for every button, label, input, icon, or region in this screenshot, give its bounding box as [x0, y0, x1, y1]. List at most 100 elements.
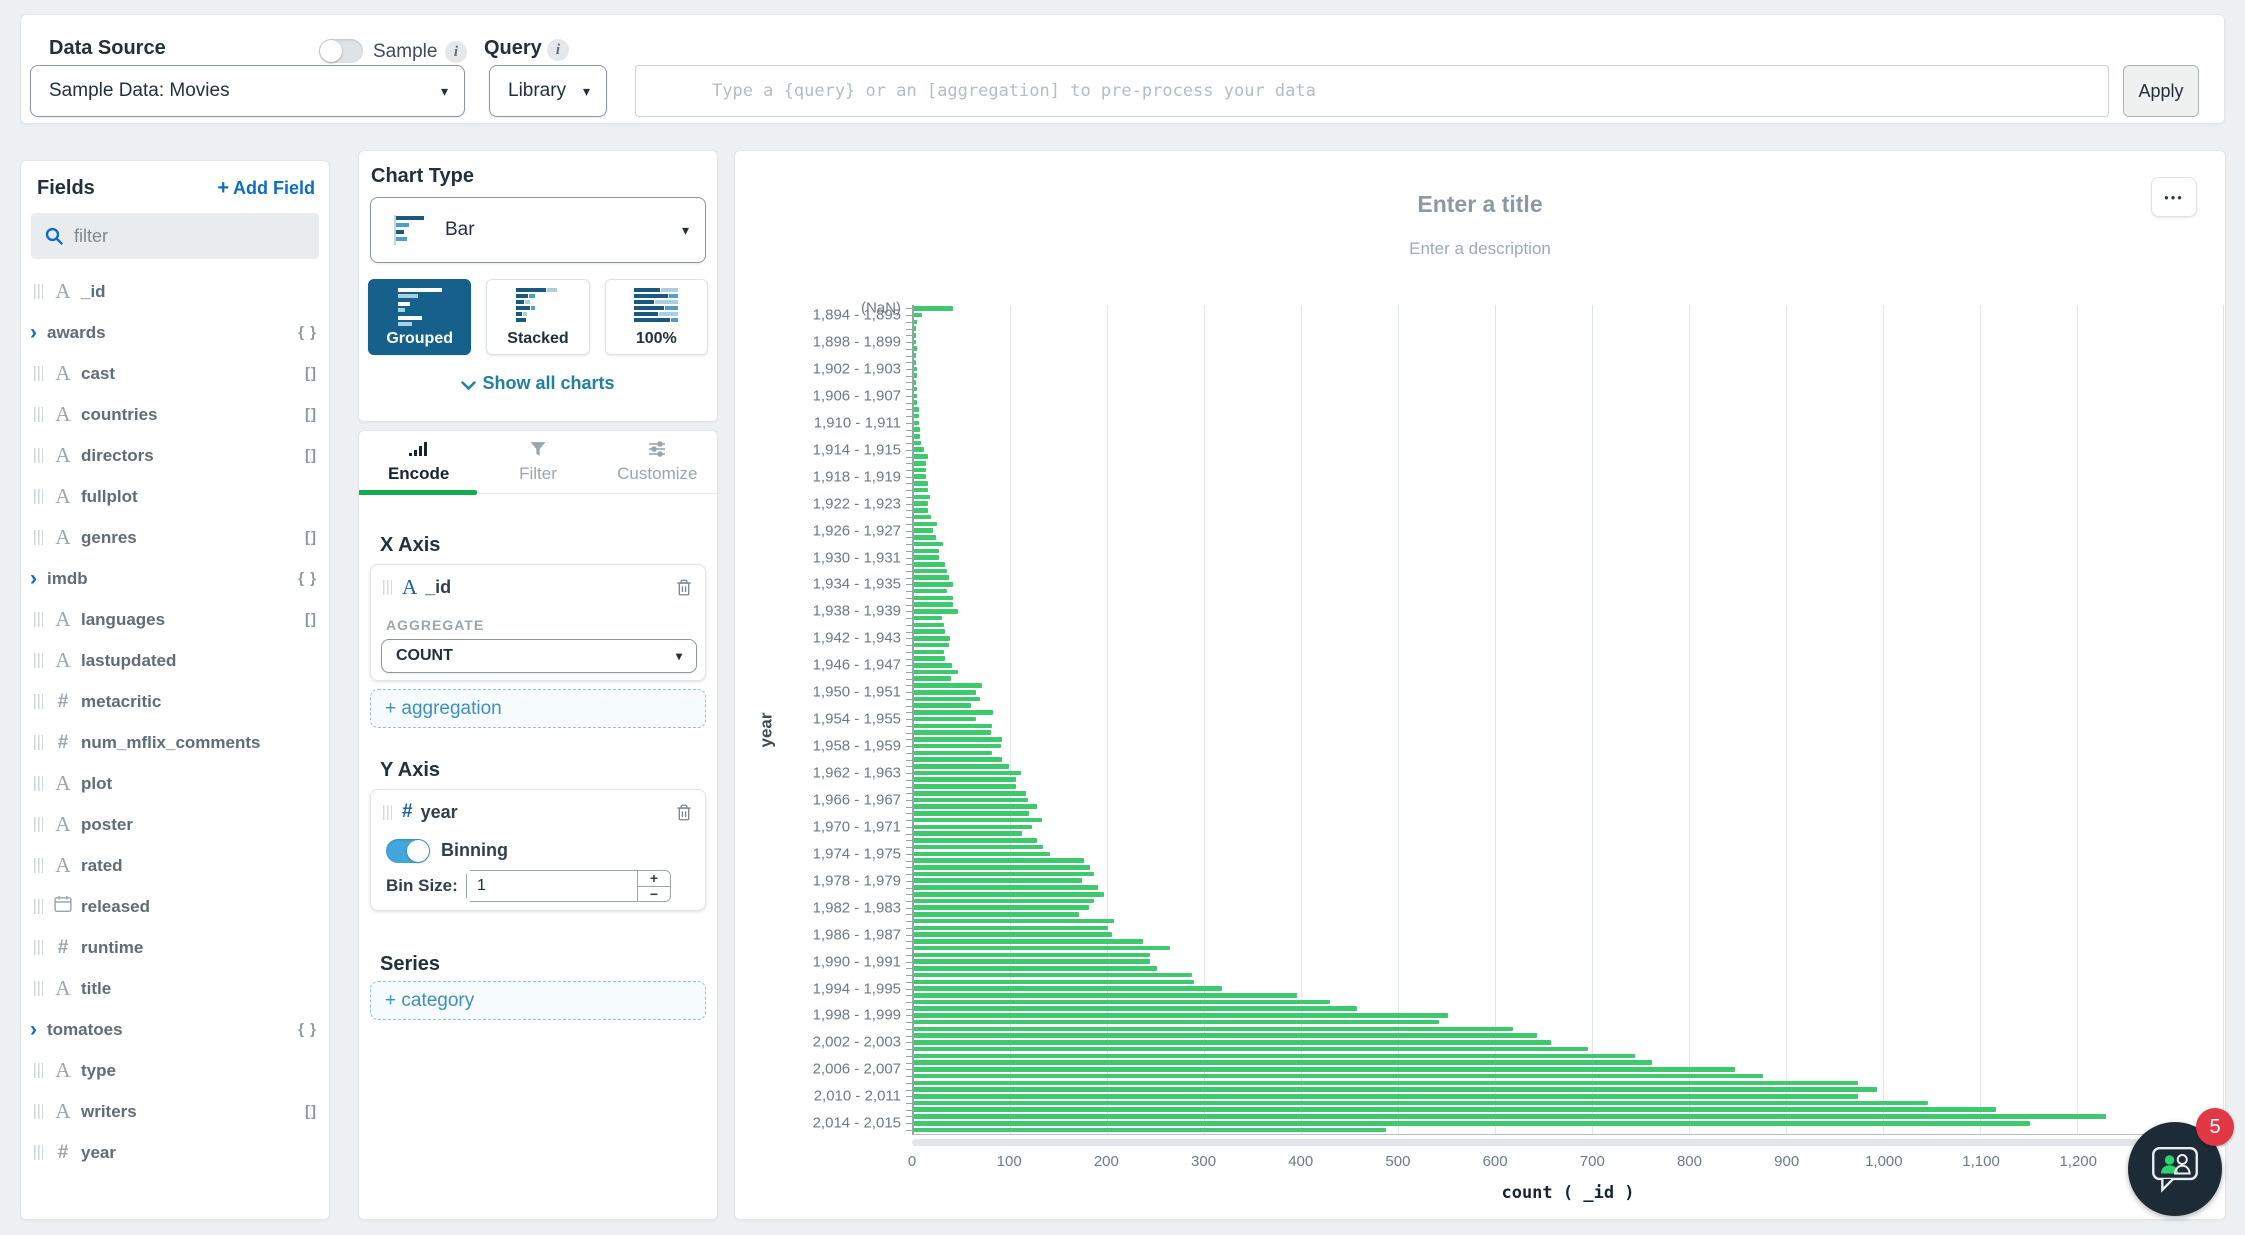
string-type-icon: A [51, 812, 75, 837]
apply-button[interactable]: Apply [2123, 65, 2199, 117]
drag-handle-icon[interactable] [34, 1104, 43, 1119]
field-row-directors[interactable]: Adirectors[] [21, 435, 329, 476]
field-row-cast[interactable]: Acast[] [21, 353, 329, 394]
drag-handle-icon[interactable] [34, 981, 43, 996]
tab-customize[interactable]: Customize [598, 441, 717, 484]
field-row-runtime[interactable]: #runtime [21, 927, 329, 968]
drag-handle-icon[interactable] [34, 407, 43, 422]
field-row-writers[interactable]: Awriters[] [21, 1091, 329, 1132]
drag-handle-icon[interactable] [383, 580, 392, 595]
field-row-title[interactable]: Atitle [21, 968, 329, 1009]
field-row-year[interactable]: #year [21, 1132, 329, 1173]
field-row-awards[interactable]: ›awards{ } [21, 312, 329, 353]
chart-description-placeholder[interactable]: Enter a description [735, 239, 2225, 259]
query-label: Query [484, 37, 542, 60]
sample-toggle[interactable] [319, 39, 363, 63]
add-field-button[interactable]: +Add Field [217, 177, 315, 200]
add-category-button[interactable]: + category [370, 981, 706, 1020]
chart-row [913, 911, 2223, 918]
field-row-poster[interactable]: Aposter [21, 804, 329, 845]
drag-handle-icon[interactable] [34, 284, 43, 299]
string-type-icon: A [51, 853, 75, 878]
expand-chevron-icon[interactable]: › [30, 568, 37, 589]
field-name: metacritic [81, 692, 161, 712]
expand-chevron-icon[interactable]: › [30, 322, 37, 343]
drag-handle-icon[interactable] [34, 694, 43, 709]
field-row-released[interactable]: released [21, 886, 329, 927]
encoded-field-row[interactable]: A _id [371, 565, 705, 609]
bar [914, 333, 916, 338]
library-select[interactable]: Library ▾ [489, 65, 607, 117]
chart-row [913, 622, 2223, 629]
tab-encode[interactable]: Encode [359, 441, 478, 484]
sample-info-icon[interactable]: i [445, 41, 467, 63]
drag-handle-icon[interactable] [383, 805, 392, 820]
field-row-_id[interactable]: A_id [21, 271, 329, 312]
field-name: imdb [47, 569, 88, 589]
drag-handle-icon[interactable] [34, 489, 43, 504]
expand-chevron-icon[interactable]: › [30, 1019, 37, 1040]
encoded-field-row[interactable]: # year [371, 790, 705, 834]
bar [914, 1020, 1439, 1025]
field-name: tomatoes [47, 1020, 123, 1040]
bin-size-input[interactable] [467, 871, 637, 901]
drag-handle-icon[interactable] [34, 612, 43, 627]
field-filter-box[interactable] [31, 213, 319, 259]
subtype-stacked[interactable]: Stacked [486, 279, 589, 355]
field-row-fullplot[interactable]: Afullplot [21, 476, 329, 517]
bar-chart-plot-area[interactable]: (NaN)1,894 - 1,8951,898 - 1,8991,902 - 1… [912, 305, 2224, 1135]
field-row-metacritic[interactable]: #metacritic [21, 681, 329, 722]
drag-handle-icon[interactable] [34, 530, 43, 545]
chart-title-placeholder[interactable]: Enter a title [735, 191, 2225, 218]
subtype-label: Grouped [386, 330, 453, 348]
data-source-select[interactable]: Sample Data: Movies ▾ [30, 65, 465, 117]
chart-menu-button[interactable]: ••• [2151, 177, 2197, 217]
field-row-num_mflix_comments[interactable]: #num_mflix_comments [21, 722, 329, 763]
delete-field-button[interactable] [675, 803, 693, 822]
drag-handle-icon[interactable] [34, 940, 43, 955]
notification-badge[interactable]: 5 [2196, 1108, 2234, 1146]
delete-field-button[interactable] [675, 578, 693, 597]
drag-handle-icon[interactable] [34, 653, 43, 668]
chart-row: 2,006 - 2,007 [913, 1066, 2223, 1073]
field-row-tomatoes[interactable]: ›tomatoes{ } [21, 1009, 329, 1050]
field-row-genres[interactable]: Agenres[] [21, 517, 329, 558]
drag-handle-icon[interactable] [34, 899, 43, 914]
field-name: type [81, 1061, 116, 1081]
drag-handle-icon[interactable] [34, 776, 43, 791]
field-row-imdb[interactable]: ›imdb{ } [21, 558, 329, 599]
chart-type-select[interactable]: Bar ▾ [370, 197, 706, 263]
string-type-icon: A [51, 525, 75, 550]
field-filter-input[interactable] [74, 226, 294, 247]
chart-row [913, 514, 2223, 521]
horizontal-scrollbar[interactable] [912, 1139, 2227, 1146]
query-input[interactable] [635, 65, 2109, 117]
field-row-lastupdated[interactable]: Alastupdated [21, 640, 329, 681]
drag-handle-icon[interactable] [34, 817, 43, 832]
field-row-plot[interactable]: Aplot [21, 763, 329, 804]
aggregate-select[interactable]: COUNT ▾ [381, 639, 697, 673]
binning-toggle[interactable] [386, 839, 430, 863]
drag-handle-icon[interactable] [34, 858, 43, 873]
x-tick-label: 700 [1580, 1153, 1605, 1170]
bar [914, 1087, 1877, 1092]
drag-handle-icon[interactable] [34, 1145, 43, 1160]
subtype-100[interactable]: 100% [605, 279, 708, 355]
field-row-rated[interactable]: Arated [21, 845, 329, 886]
field-row-type[interactable]: Atype [21, 1050, 329, 1091]
drag-handle-icon[interactable] [34, 448, 43, 463]
add-aggregation-button[interactable]: + aggregation [370, 689, 706, 728]
query-info-icon[interactable]: i [547, 39, 569, 61]
data-source-label: Data Source [49, 37, 166, 60]
decrement-button[interactable]: − [638, 886, 670, 902]
increment-button[interactable]: + [638, 871, 670, 886]
field-row-languages[interactable]: Alanguages[] [21, 599, 329, 640]
show-all-charts-link[interactable]: Show all charts [359, 373, 717, 394]
bar [914, 791, 1026, 796]
drag-handle-icon[interactable] [34, 1063, 43, 1078]
drag-handle-icon[interactable] [34, 366, 43, 381]
drag-handle-icon[interactable] [34, 735, 43, 750]
field-row-countries[interactable]: Acountries[] [21, 394, 329, 435]
subtype-grouped[interactable]: Grouped [368, 279, 471, 355]
tab-filter[interactable]: Filter [478, 441, 597, 484]
